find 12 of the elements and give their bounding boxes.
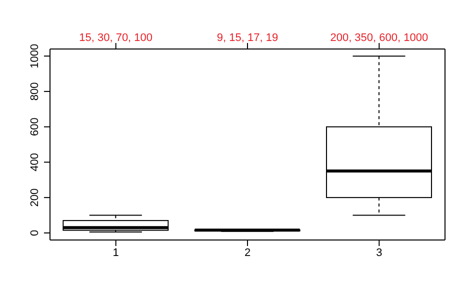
x-tick-label: 1 bbox=[112, 246, 119, 259]
x-tick-label: 2 bbox=[244, 246, 251, 259]
text: 15, 30, 70, 100 bbox=[79, 32, 153, 44]
text: 200, 350, 600, 1000 bbox=[330, 32, 428, 44]
y-tick-label: 200 bbox=[29, 188, 41, 207]
y-tick-label: 600 bbox=[29, 118, 41, 136]
y-tick-label: 800 bbox=[29, 82, 41, 101]
y-tick-label: 0 bbox=[29, 230, 41, 236]
text: 9, 15, 17, 19 bbox=[216, 32, 278, 44]
y-tick-label: 1000 bbox=[29, 44, 41, 68]
y-tick-label: 400 bbox=[29, 153, 41, 172]
x-tick-label: 3 bbox=[376, 246, 382, 259]
